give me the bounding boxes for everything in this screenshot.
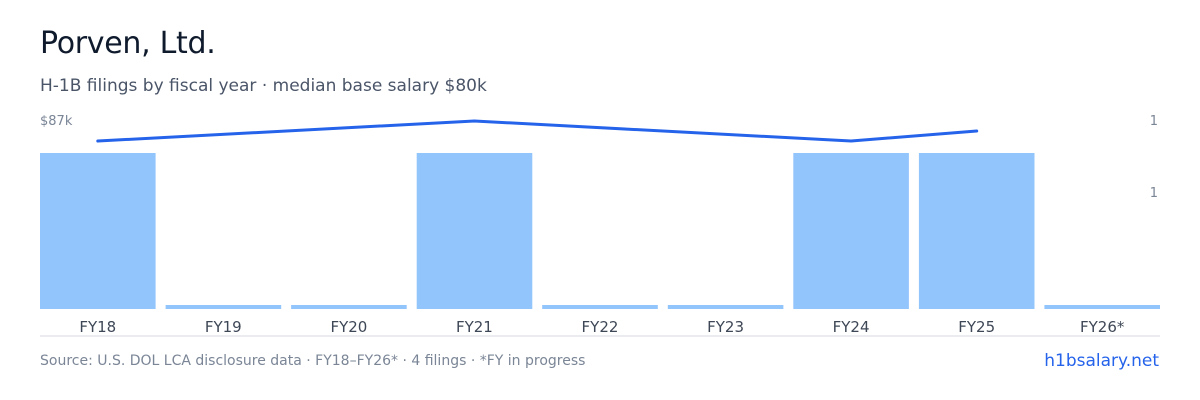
category-label: FY25 — [958, 318, 995, 336]
bar-fy20 — [291, 305, 407, 309]
salary-line-series — [96, 119, 979, 143]
category-labels: FY18 FY19 FY20 FY21 FY22 FY23 FY24 FY25 FY26* — [79, 318, 1125, 336]
bar-fy24 — [793, 153, 909, 309]
bar-fy23 — [667, 305, 784, 309]
footer-source: Source: U.S. DOL LCA disclosure data · F… — [40, 353, 586, 369]
category-label: FY24 — [833, 318, 870, 336]
category-label: FY22 — [582, 318, 619, 336]
category-label: FY18 — [79, 318, 116, 336]
bars-group — [40, 153, 1160, 309]
chart-subtitle: H-1B filings by fiscal year · median bas… — [40, 76, 487, 96]
brand-link[interactable]: h1bsalary.net — [1044, 351, 1159, 371]
bar-fy26-star — [1044, 305, 1160, 309]
category-label: FY20 — [330, 318, 367, 336]
category-label: FY23 — [707, 318, 744, 336]
left-axis-label: $87k — [40, 114, 73, 129]
right-axis-tick-mid: 1 — [1150, 186, 1158, 201]
bar-fy18 — [40, 153, 156, 309]
category-label: FY19 — [205, 318, 242, 336]
bar-fy22 — [542, 305, 658, 309]
category-label: FY21 — [456, 318, 493, 336]
bar-fy25 — [918, 153, 1035, 309]
bar-fy21 — [416, 153, 533, 309]
right-axis-tick-top: 1 — [1150, 114, 1158, 129]
chart-title: Porven, Ltd. — [40, 26, 216, 61]
category-label: FY26* — [1080, 318, 1125, 336]
bar-fy19 — [165, 305, 282, 309]
